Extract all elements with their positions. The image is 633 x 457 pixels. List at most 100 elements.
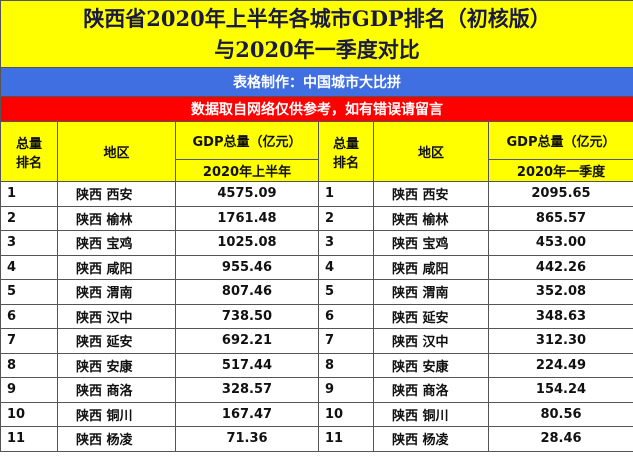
rank-cell: 7 — [0, 328, 58, 354]
region-cell: 陕西 西安 — [57, 181, 176, 207]
region-cell: 陕西 渭南 — [57, 279, 176, 305]
region-cell: 陕西 西安 — [373, 181, 489, 207]
value-cell: 865.57 — [487, 205, 633, 231]
region-cell: 陕西 榆林 — [57, 205, 176, 231]
value-cell: 1025.08 — [175, 230, 319, 256]
rank-header-line: 总量 — [15, 136, 42, 152]
title-line: 陕西省2020年上半年各城市GDP排名（初核版） — [83, 6, 551, 31]
rank-cell: 4 — [0, 254, 58, 280]
region-cell: 陕西 汉中 — [57, 303, 176, 329]
value-cell: 328.57 — [175, 377, 319, 403]
region-header: 地区 — [373, 121, 489, 182]
data-row: 4 陕西 咸阳 955.46 4 陕西 咸阳 442.26 — [0, 254, 633, 280]
rank-header-line: 总量 — [332, 136, 359, 152]
rank-header-line: 排名 — [332, 155, 359, 171]
region-cell: 陕西 商洛 — [373, 377, 489, 403]
region-cell: 陕西 商洛 — [57, 377, 176, 403]
value-cell: 453.00 — [487, 230, 633, 256]
rank-cell: 5 — [0, 279, 58, 305]
value-cell: 955.46 — [175, 254, 319, 280]
value-cell: 1761.48 — [175, 205, 319, 231]
data-row: 8 陕西 安康 517.44 8 陕西 安康 224.49 — [0, 352, 633, 378]
value-cell: 154.24 — [487, 377, 633, 403]
rank-cell: 5 — [318, 279, 374, 305]
region-cell: 陕西 杨凌 — [373, 426, 489, 452]
rank-cell: 6 — [0, 303, 58, 329]
region-cell: 陕西 渭南 — [373, 279, 489, 305]
rank-cell: 6 — [318, 303, 374, 329]
data-row: 1 陕西 西安 4575.09 1 陕西 西安 2095.65 — [0, 181, 633, 207]
region-cell: 陕西 咸阳 — [373, 254, 489, 280]
rank-cell: 7 — [318, 328, 374, 354]
rank-cell: 1 — [318, 181, 374, 207]
credit: 表格制作：中国城市大比拼 — [0, 67, 633, 97]
rank-cell: 9 — [0, 377, 58, 403]
value-cell: 348.63 — [487, 303, 633, 329]
title-row: 陕西省2020年上半年各城市GDP排名（初核版） 与2020年一季度对比 — [0, 0, 633, 68]
header-row: 2020年上半年 2020年一季度 — [1, 159, 633, 182]
value-cell: 2095.65 — [487, 181, 633, 207]
value-cell: 807.46 — [175, 279, 319, 305]
header-row: 总量 排名 地区 GDP总量（亿元） 总量 排名 地区 GDP总量（亿元） — [0, 121, 633, 182]
region-cell: 陕西 铜川 — [373, 401, 489, 427]
value-cell: 71.36 — [175, 426, 319, 452]
value-cell: 692.21 — [175, 328, 319, 354]
region-cell: 陕西 安康 — [373, 352, 489, 378]
rank-cell: 10 — [0, 401, 58, 427]
data-row: 5 陕西 渭南 807.46 5 陕西 渭南 352.08 — [0, 279, 633, 305]
region-cell: 陕西 宝鸡 — [373, 230, 489, 256]
data-row: 3 陕西 宝鸡 1025.08 3 陕西 宝鸡 453.00 — [0, 230, 633, 256]
data-row: 6 陕西 汉中 738.50 6 陕西 延安 348.63 — [0, 303, 633, 329]
period-header: 2020年一季度 — [487, 159, 633, 182]
rank-cell: 3 — [0, 230, 58, 256]
value-cell: 442.26 — [487, 254, 633, 280]
rank-cell: 3 — [318, 230, 374, 256]
rank-cell: 2 — [318, 205, 374, 231]
rank-cell: 8 — [318, 352, 374, 378]
title-line: 与2020年一季度对比 — [214, 37, 420, 62]
region-cell: 陕西 杨凌 — [57, 426, 176, 452]
rank-cell: 4 — [318, 254, 374, 280]
rank-cell: 10 — [318, 401, 374, 427]
value-cell: 352.08 — [487, 279, 633, 305]
rank-cell: 11 — [318, 426, 374, 452]
rank-cell: 9 — [318, 377, 374, 403]
value-cell: 224.49 — [487, 352, 633, 378]
value-cell: 80.56 — [487, 401, 633, 427]
value-cell: 312.30 — [487, 328, 633, 354]
data-row: 7 陕西 延安 692.21 7 陕西 汉中 312.30 — [0, 328, 633, 354]
notice: 数据取自网络仅供参考，如有错误请留言 — [0, 96, 633, 122]
data-row: 10 陕西 铜川 167.47 10 陕西 铜川 80.56 — [0, 401, 633, 427]
region-cell: 陕西 榆林 — [373, 205, 489, 231]
rank-cell: 2 — [0, 205, 58, 231]
rank-cell: 11 — [0, 426, 58, 452]
region-header: 地区 — [57, 121, 176, 182]
rank-cell: 8 — [0, 352, 58, 378]
rank-header-line: 排名 — [15, 155, 42, 171]
region-cell: 陕西 汉中 — [373, 328, 489, 354]
data-row: 9 陕西 商洛 328.57 9 陕西 商洛 154.24 — [0, 377, 633, 403]
period-header: 2020年上半年 — [175, 159, 319, 182]
value-cell: 167.47 — [175, 401, 319, 427]
notice-row: 数据取自网络仅供参考，如有错误请留言 — [0, 96, 633, 122]
region-cell: 陕西 延安 — [57, 328, 176, 354]
rank-header: 总量 排名 — [318, 121, 374, 182]
region-cell: 陕西 安康 — [57, 352, 176, 378]
value-header: GDP总量（亿元） — [175, 121, 319, 160]
value-cell: 738.50 — [175, 303, 319, 329]
credit-row: 表格制作：中国城市大比拼 — [0, 67, 633, 97]
region-cell: 陕西 延安 — [373, 303, 489, 329]
value-header: GDP总量（亿元） — [487, 121, 633, 160]
value-cell: 4575.09 — [175, 181, 319, 207]
value-cell: 517.44 — [175, 352, 319, 378]
data-row: 2 陕西 榆林 1761.48 2 陕西 榆林 865.57 — [0, 205, 633, 231]
region-cell: 陕西 咸阳 — [57, 254, 176, 280]
title-cell: 陕西省2020年上半年各城市GDP排名（初核版） 与2020年一季度对比 — [0, 0, 633, 68]
region-cell: 陕西 铜川 — [57, 401, 176, 427]
value-cell: 28.46 — [487, 426, 633, 452]
data-row: 11 陕西 杨凌 71.36 11 陕西 杨凌 28.46 — [0, 426, 633, 452]
region-cell: 陕西 宝鸡 — [57, 230, 176, 256]
rank-cell: 1 — [0, 181, 58, 207]
